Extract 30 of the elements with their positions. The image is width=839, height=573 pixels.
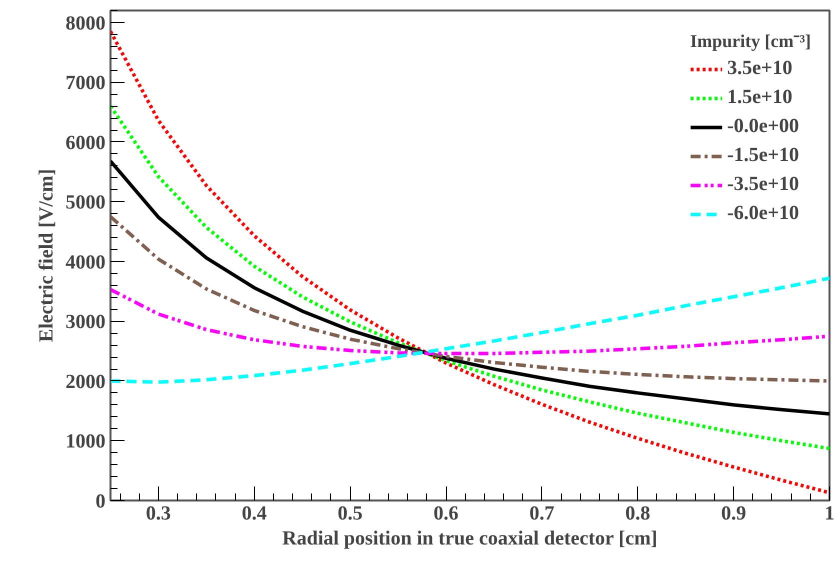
line-series	[110, 276, 830, 384]
y-axis-title: Electric field [V/cm]	[36, 168, 58, 342]
legend-label: -6.0e+10	[727, 202, 800, 225]
y-tick-label: 0	[96, 490, 106, 512]
y-tick-label: 7000	[66, 72, 106, 94]
y-tick-label: 1000	[66, 430, 106, 453]
y-tick-label: 3000	[66, 311, 106, 334]
line-series	[110, 30, 830, 494]
legend-label: -3.5e+10	[727, 173, 800, 196]
x-tick-label: 1	[824, 502, 834, 524]
y-tick-label: 5000	[66, 192, 106, 214]
legend-label: -0.0e+00	[727, 115, 800, 138]
x-tick-label: 0.3	[146, 502, 171, 524]
legend-label: 3.5e+10	[727, 57, 792, 80]
y-tick-label: 2000	[66, 370, 106, 393]
y-tick-label: 6000	[66, 132, 106, 154]
legend-label: -1.5e+10	[727, 144, 800, 167]
legend-title: Impurity [cm⁻³]	[690, 30, 811, 52]
y-tick-label: 8000	[66, 12, 106, 34]
x-tick-label: 0.4	[242, 502, 267, 524]
x-tick-label: 0.6	[434, 502, 459, 524]
x-tick-label: 0.8	[625, 502, 650, 524]
line-series	[110, 288, 830, 356]
x-tick-label: 0.5	[338, 502, 363, 524]
legend-label: 1.5e+10	[727, 86, 792, 109]
x-axis-title: Radial position in true coaxial detector [cm]	[282, 528, 658, 550]
x-tick-label: 0.7	[529, 502, 554, 524]
line-series	[110, 104, 830, 450]
y-tick-label: 4000	[66, 251, 106, 274]
x-tick-label: 0.9	[721, 502, 746, 524]
